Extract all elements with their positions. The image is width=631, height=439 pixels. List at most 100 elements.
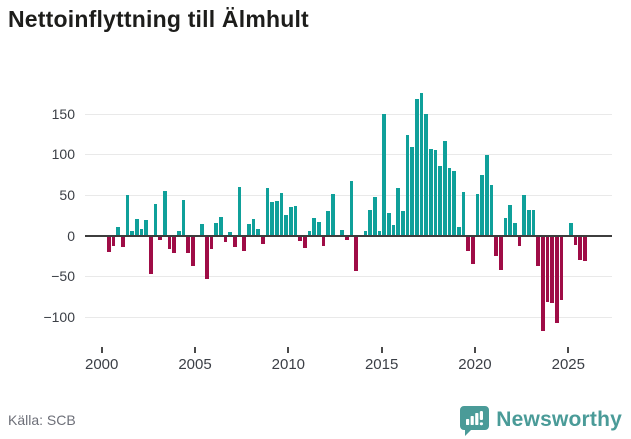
x-axis-label: 2025 <box>551 356 585 373</box>
newsworthy-logo-icon <box>460 405 490 436</box>
bar-positive <box>284 215 288 236</box>
bar-positive <box>475 194 480 236</box>
y-axis-label: −50 <box>51 268 75 285</box>
gridline <box>85 316 612 318</box>
x-axis-label: 2020 <box>458 356 492 373</box>
bar-negative <box>242 235 246 251</box>
bar-negative <box>302 235 307 248</box>
y-axis-label: −100 <box>43 308 75 325</box>
bar-positive <box>489 185 494 236</box>
gridline <box>85 113 612 115</box>
gridline <box>85 276 612 278</box>
bar-positive <box>419 93 424 236</box>
bar-negative <box>204 235 209 279</box>
bar-negative <box>517 235 522 247</box>
bar-negative <box>550 235 554 303</box>
zero-axis-line <box>85 234 612 237</box>
bar-positive <box>568 223 573 236</box>
bar-negative <box>120 235 125 247</box>
bar-positive <box>456 227 461 236</box>
bar-positive <box>237 186 242 236</box>
bar-negative <box>148 235 153 274</box>
bar-positive <box>433 150 438 236</box>
bar-positive <box>438 165 442 236</box>
bar-negative <box>354 235 358 272</box>
bar-negative <box>298 235 302 242</box>
bar-positive <box>508 204 512 236</box>
bar-positive <box>480 175 484 236</box>
bar-positive <box>265 188 270 236</box>
newsworthy-wordmark: Newsworthy <box>496 408 622 431</box>
bar-positive <box>405 134 410 236</box>
x-axis-label: 2015 <box>364 356 399 373</box>
bar-negative <box>167 235 172 250</box>
bar-positive <box>162 190 167 236</box>
bar-negative <box>172 235 176 253</box>
bar-negative <box>186 235 190 253</box>
bar-positive <box>279 193 284 236</box>
bar-negative <box>111 235 116 247</box>
bar-positive <box>270 202 274 236</box>
x-axis-tick <box>567 347 570 353</box>
newsworthy-brand: Newsworthy <box>460 403 622 437</box>
bar-positive <box>330 194 335 236</box>
x-axis-label: 2010 <box>271 356 306 373</box>
bar-positive <box>400 211 405 236</box>
bar-positive <box>326 211 330 236</box>
y-axis-label: 0 <box>67 227 75 244</box>
y-axis-label: 100 <box>51 146 75 163</box>
bar-positive <box>218 216 223 236</box>
bar-positive <box>176 230 181 236</box>
bar-positive <box>134 219 139 236</box>
bar-positive <box>503 218 508 236</box>
x-axis-label: 2005 <box>178 356 212 373</box>
plot-area: 150 100 50 0 −50 −100 2000 2005 2010 2015 2020 2025 <box>43 93 612 373</box>
bar-positive <box>125 194 130 236</box>
bar-negative <box>260 235 265 245</box>
x-axis-tick <box>100 347 103 353</box>
x-axis-tick <box>473 347 476 353</box>
bar-positive <box>512 223 517 236</box>
bar-positive <box>414 99 419 236</box>
bar-positive <box>307 231 312 236</box>
bar-negative <box>498 235 503 271</box>
bar-positive <box>316 221 321 236</box>
bar-negative <box>466 235 470 251</box>
bar-negative <box>232 235 237 247</box>
bar-positive <box>214 222 218 236</box>
bar-positive <box>312 218 316 236</box>
y-axis-label: 50 <box>59 186 75 203</box>
gridline <box>85 154 612 156</box>
bar-negative <box>578 235 582 260</box>
bar-positive <box>256 229 260 236</box>
bar-positive <box>377 230 382 236</box>
x-axis-label: 2000 <box>85 356 119 373</box>
x-axis-tick <box>380 347 383 353</box>
bar-positive <box>391 224 396 236</box>
bar-positive <box>181 199 186 236</box>
bar-positive <box>116 226 121 236</box>
bar-positive <box>522 194 526 236</box>
bar-negative <box>554 235 559 324</box>
bar-negative <box>209 235 214 250</box>
bar-negative <box>158 235 162 240</box>
bar-negative <box>190 235 195 266</box>
bar-positive <box>447 168 452 236</box>
bar-negative <box>107 235 111 252</box>
bar-positive <box>130 230 134 236</box>
bar-negative <box>321 235 326 247</box>
bar-positive <box>372 196 377 236</box>
gridline <box>85 194 612 196</box>
bar-positive <box>251 219 256 236</box>
bar-positive <box>526 210 531 236</box>
bar-negative <box>582 235 587 261</box>
bar-positive <box>386 212 391 236</box>
bar-positive <box>139 229 144 236</box>
bar-positive <box>349 181 354 236</box>
bar-positive <box>424 113 428 236</box>
bar-positive <box>153 203 158 236</box>
bar-positive <box>461 191 466 236</box>
bar-negative <box>545 235 550 303</box>
bar-negative <box>344 235 349 241</box>
